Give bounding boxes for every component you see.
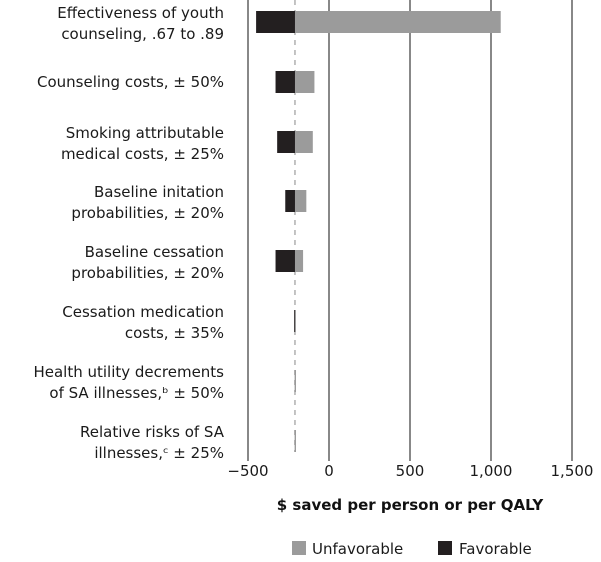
legend-swatch-unfavorable <box>292 541 306 555</box>
bar-favorable-1 <box>275 71 295 93</box>
x-tick-label-3: 1,000 <box>470 462 513 480</box>
bar-favorable-3 <box>285 190 295 212</box>
x-axis-title: $ saved per person or per QALY <box>277 496 545 514</box>
category-label-layer: Effectiveness of youth counseling, .67 to… <box>33 4 224 462</box>
bar-unfavorable-3 <box>294 190 307 212</box>
bar-favorable-4 <box>275 250 295 272</box>
category-label-3-line-1: probabilities, ± 20% <box>71 204 224 222</box>
category-label-2-line-0: Smoking attributable <box>66 124 224 142</box>
category-label-5-line-0: Cessation medication <box>62 303 224 321</box>
axis-layer: −500 0 500 1,000 1,500 <box>227 462 593 480</box>
bar-unfavorable-7 <box>294 430 296 452</box>
x-tick-label-0: −500 <box>227 462 268 480</box>
legend-label-favorable: Favorable <box>459 540 532 558</box>
bar-unfavorable-5 <box>294 310 296 332</box>
category-label-7-line-1: illnesses,ᶜ ± 25% <box>94 444 224 462</box>
category-label-0-line-1: counseling, .67 to .89 <box>61 25 224 43</box>
category-label-6-line-0: Health utility decrements <box>33 363 224 381</box>
category-label-0-line-0: Effectiveness of youth <box>57 4 224 22</box>
bar-layer <box>256 11 501 452</box>
x-tick-label-2: 500 <box>396 462 425 480</box>
bar-unfavorable-4 <box>294 250 304 272</box>
bar-unfavorable-6 <box>294 370 296 392</box>
category-label-5-line-1: costs, ± 35% <box>125 324 224 342</box>
bar-favorable-5 <box>294 310 296 332</box>
bar-favorable-0 <box>256 11 295 33</box>
bar-unfavorable-2 <box>294 131 313 153</box>
x-tick-label-1: 0 <box>324 462 334 480</box>
x-tick-label-4: 1,500 <box>551 462 594 480</box>
legend-swatch-favorable <box>438 541 452 555</box>
legend-label-unfavorable: Unfavorable <box>312 540 403 558</box>
grid-layer <box>247 0 573 461</box>
category-label-1-line-0: Counseling costs, ± 50% <box>37 73 224 91</box>
category-label-6-line-1: of SA illnesses,ᵇ ± 50% <box>49 384 224 402</box>
category-label-3-line-0: Baseline initation <box>94 183 224 201</box>
category-label-7-line-0: Relative risks of SA <box>80 423 225 441</box>
bar-favorable-2 <box>277 131 295 153</box>
bar-unfavorable-1 <box>294 71 315 93</box>
category-label-2-line-1: medical costs, ± 25% <box>61 145 224 163</box>
category-label-4-line-0: Baseline cessation <box>85 243 224 261</box>
category-label-4-line-1: probabilities, ± 20% <box>71 264 224 282</box>
legend: Unfavorable Favorable <box>292 540 532 558</box>
bar-unfavorable-0 <box>294 11 501 33</box>
